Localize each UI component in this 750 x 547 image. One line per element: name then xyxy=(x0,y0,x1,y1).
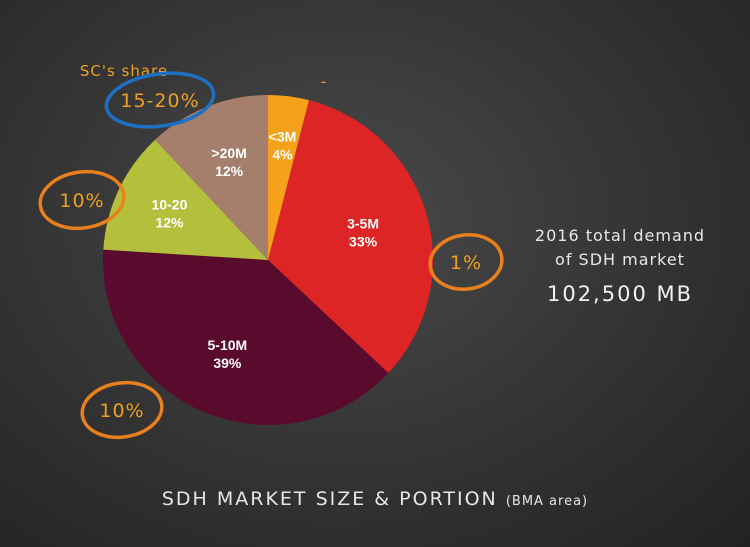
demand-label-line1: 2016 total demand xyxy=(534,226,706,245)
sc-share-circle-5-10m xyxy=(80,380,164,440)
demand-label-line2: of SDH market xyxy=(555,250,685,269)
slice-percent-lt3m: 4% xyxy=(272,146,293,162)
pie-slice-gt20m xyxy=(155,95,268,260)
slice-percent-gt20m: 12% xyxy=(215,163,244,179)
sc-share-gt20m: 15-20% xyxy=(120,90,199,112)
sc-share-title: SC's share xyxy=(80,62,168,80)
pie-slice-lt3m xyxy=(268,95,310,260)
chart-title: SDH MARKET SIZE & PORTION (BMA area) xyxy=(0,488,750,510)
slice-label-3-5m: 3-5M xyxy=(347,215,379,231)
demand-value: 102,500 MB xyxy=(546,282,694,306)
slice-label-gt20m: >20M xyxy=(211,145,246,161)
slice-label-lt3m: <3M xyxy=(269,128,297,144)
sc-share-3-5m: 1% xyxy=(450,252,482,274)
chart-title-text: SDH MARKET SIZE & PORTION xyxy=(161,488,498,510)
pie-slice-3-5m xyxy=(268,100,433,373)
pie-slice-10-20 xyxy=(103,139,268,260)
pie-slice-5-10m xyxy=(103,249,389,425)
sc-share-5-10m: 10% xyxy=(99,400,144,422)
chart-subtitle: (BMA area) xyxy=(505,494,589,509)
slice-label-10-20: 10-20 xyxy=(152,197,188,213)
sc-share-circle-gt20m xyxy=(104,71,216,129)
sc-share-circle-10-20 xyxy=(38,169,126,231)
sc-share-circle-3-5m xyxy=(428,233,504,291)
slice-percent-5-10m: 39% xyxy=(213,355,242,371)
sc-share-lt3m: - xyxy=(321,72,328,91)
slice-percent-10-20: 12% xyxy=(155,215,184,231)
slice-percent-3-5m: 33% xyxy=(349,233,378,249)
sc-share-10-20: 10% xyxy=(59,190,104,212)
slice-label-5-10m: 5-10M xyxy=(208,337,248,353)
